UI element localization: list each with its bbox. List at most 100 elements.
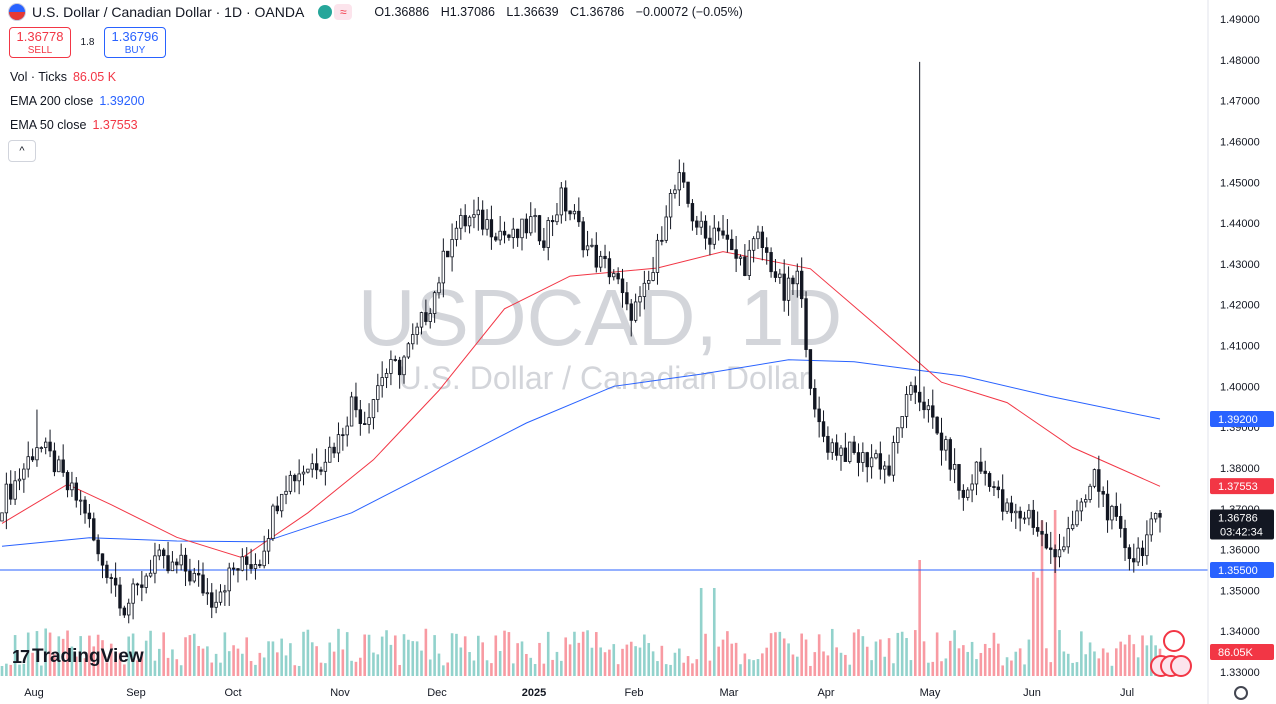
- candle-body: [616, 273, 620, 280]
- candle-body: [336, 434, 341, 454]
- settings-gear-icon[interactable]: [1234, 686, 1248, 700]
- volume-bar: [109, 643, 113, 676]
- candle-body: [865, 452, 869, 468]
- volume-bar: [918, 560, 921, 676]
- volume-bar: [297, 665, 301, 676]
- volume-bar: [542, 663, 546, 676]
- volume-bar: [822, 651, 825, 676]
- candle-body: [515, 228, 520, 239]
- time-tick-label: May: [920, 687, 941, 699]
- candle-body: [157, 549, 162, 557]
- volume-bar: [494, 635, 498, 676]
- volume-bar: [1088, 642, 1092, 676]
- volume-bar: [223, 632, 227, 676]
- compare-icon[interactable]: ≈: [334, 4, 353, 20]
- volume-bar: [577, 642, 581, 676]
- volume-bar: [813, 652, 817, 676]
- candle-body: [590, 244, 594, 247]
- candle-body: [533, 215, 537, 218]
- candle-body: [743, 256, 747, 276]
- candle-body: [1070, 524, 1075, 530]
- market-status-icon[interactable]: [318, 5, 333, 19]
- volume-bar: [83, 658, 87, 676]
- chart-header: U.S. Dollar / Canadian Dollar · 1D · OAN…: [8, 3, 743, 21]
- candle-body: [878, 453, 883, 470]
- candle-body: [231, 567, 236, 570]
- volume-bar: [935, 632, 939, 676]
- candle-body: [179, 554, 183, 566]
- volume-bar: [739, 664, 742, 676]
- ema50-legend[interactable]: EMA 50 close 1.37553: [10, 118, 138, 132]
- candle-body: [821, 421, 826, 437]
- candle-body: [362, 423, 367, 425]
- price-label-box: [1210, 410, 1274, 427]
- collapse-legend-button[interactable]: ^: [8, 140, 36, 162]
- volume-bar: [560, 660, 563, 676]
- volume-bar: [948, 640, 952, 676]
- volume-bar: [70, 646, 74, 676]
- time-axis[interactable]: Aug Sep Oct Nov Dec 2025 Feb Mar Apr May Jun Jul: [24, 687, 1134, 699]
- candle-body: [1079, 501, 1084, 512]
- price-tick-label: 1.46000: [1220, 136, 1260, 148]
- volume-bar: [337, 628, 340, 676]
- ema50-line: [1, 251, 1161, 559]
- candle-body: [78, 499, 83, 502]
- volume-indicator-legend[interactable]: Vol · Ticks 86.05 K: [10, 70, 116, 84]
- volume-bar: [761, 653, 764, 676]
- candle-body: [1110, 505, 1114, 521]
- volume-bar: [892, 663, 895, 676]
- volume-bar: [245, 637, 249, 676]
- ca-event-icon-3[interactable]: [1170, 655, 1192, 677]
- candle-body: [511, 228, 515, 238]
- us-flag-event-icon[interactable]: [1163, 630, 1185, 652]
- candle-body: [520, 218, 524, 239]
- ema200-legend[interactable]: EMA 200 close 1.39200: [10, 94, 145, 108]
- candle-body: [817, 408, 821, 423]
- candle-body: [4, 483, 9, 514]
- candle-body: [57, 459, 61, 473]
- candle-body: [869, 457, 874, 468]
- volume-bar: [53, 654, 56, 676]
- buy-button[interactable]: 1.36796 BUY: [104, 27, 166, 58]
- time-tick-label: Aug: [24, 687, 44, 699]
- candle-body: [791, 277, 795, 285]
- volume-bar: [144, 640, 148, 676]
- volume-bar: [883, 656, 887, 676]
- candle-body: [297, 473, 301, 482]
- volume-bar: [40, 665, 43, 676]
- candle-body: [188, 570, 192, 582]
- low-key: L: [506, 5, 514, 19]
- candle-body: [931, 405, 935, 418]
- volume-bar: [896, 632, 900, 676]
- candle-body: [288, 474, 293, 492]
- volume-bar: [249, 661, 253, 676]
- candle-body: [345, 425, 349, 436]
- volume-bar: [1062, 651, 1066, 676]
- candle-body: [13, 480, 17, 500]
- candle-body: [834, 442, 839, 456]
- spread-value: 1.8: [80, 37, 95, 48]
- sell-button[interactable]: 1.36778 SELL: [9, 27, 71, 58]
- volume-bar: [695, 659, 699, 676]
- candle-body: [795, 270, 800, 285]
- volume-bar: [284, 655, 288, 676]
- tradingview-logo[interactable]: 17 TradingView: [12, 646, 144, 668]
- candle-body: [485, 219, 489, 230]
- ema200-value: 1.39200: [99, 94, 145, 108]
- candle-body: [74, 482, 78, 501]
- symbol-watermark: USDCAD, 1D U.S. Dollar / Canadian Dollar: [358, 273, 843, 396]
- candle-body: [148, 572, 153, 577]
- volume-bar: [1027, 639, 1031, 676]
- trade-panel: 1.36778 SELL 1.8 1.36796 BUY: [9, 27, 166, 58]
- volume-bar: [970, 641, 974, 676]
- volume-bar: [385, 630, 388, 676]
- candle-body: [629, 303, 633, 321]
- volume-bar: [123, 664, 126, 676]
- volume-bar: [241, 653, 244, 676]
- time-tick-label: Jul: [1120, 687, 1134, 699]
- symbol-title[interactable]: U.S. Dollar / Canadian Dollar · 1D · OAN…: [32, 4, 305, 20]
- candle-body: [922, 401, 926, 411]
- price-tick-label: 1.43000: [1220, 259, 1260, 271]
- candle-body: [585, 245, 590, 251]
